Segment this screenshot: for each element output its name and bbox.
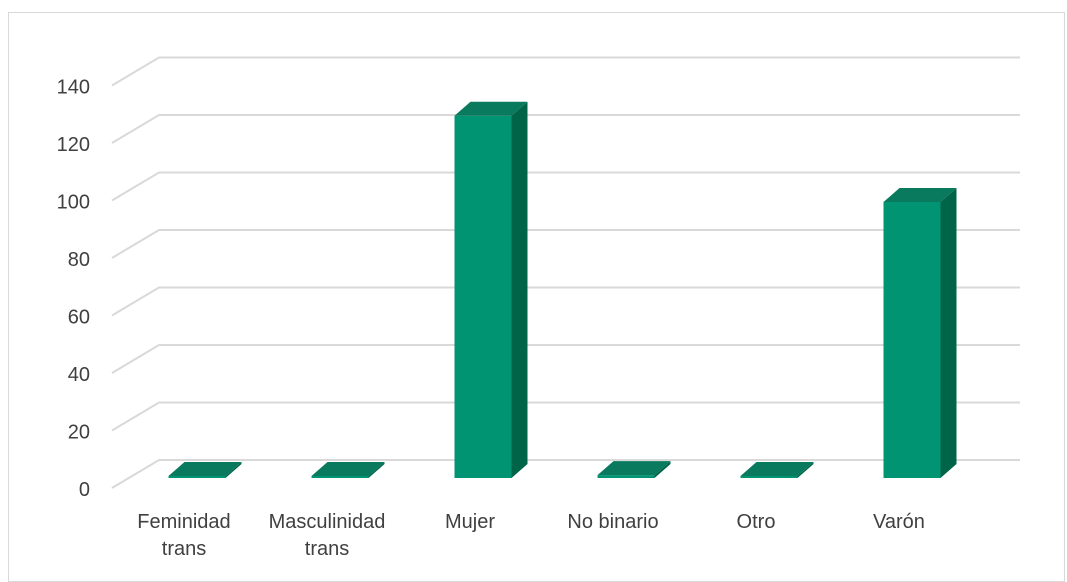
y-tick-label: 60: [68, 307, 90, 329]
bar: [597, 461, 671, 478]
x-category-label: Mujer: [445, 511, 495, 533]
bar: [454, 101, 528, 478]
y-tick-label: 80: [68, 249, 90, 271]
x-category-label: Feminidad trans: [137, 511, 230, 560]
gridline: [111, 229, 1020, 259]
bar: [311, 462, 385, 478]
gridlines: [111, 56, 1020, 489]
bar: [740, 462, 814, 478]
bar: [883, 188, 957, 478]
y-tick-label: 40: [68, 364, 90, 386]
gridline: [111, 459, 1020, 489]
bars: [168, 101, 957, 478]
x-category-label: Otro: [737, 511, 776, 533]
y-axis-ticks: 0 20 40 60 80 100 120 140: [57, 77, 90, 502]
gridline: [111, 56, 1020, 87]
x-category-label: Masculinidad trans: [269, 511, 386, 560]
y-tick-label: 20: [68, 422, 90, 444]
x-axis-categories: Feminidad trans Masculinidad trans Mujer No b…: [137, 511, 925, 560]
y-tick-label: 120: [57, 134, 90, 156]
gridline: [111, 171, 1020, 202]
gridline: [111, 344, 1020, 374]
y-tick-label: 140: [57, 77, 90, 99]
gridline: [111, 286, 1020, 317]
y-tick-label: 100: [57, 192, 90, 214]
gridline: [111, 114, 1020, 144]
x-category-label: Varón: [873, 511, 925, 533]
y-tick-label: 0: [79, 479, 90, 501]
x-category-label: No binario: [567, 511, 658, 533]
bar: [168, 462, 242, 478]
gridline: [111, 401, 1020, 432]
